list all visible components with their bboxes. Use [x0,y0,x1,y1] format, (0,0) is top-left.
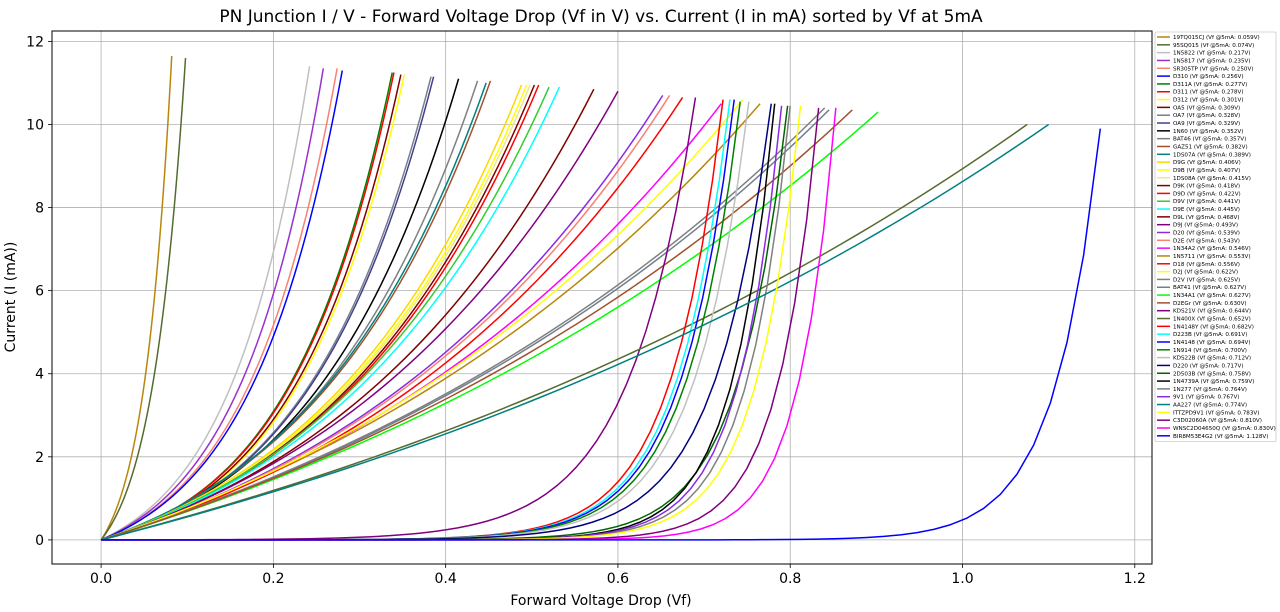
series-line-34 [100,109,853,541]
y-tick-label-1: 2 [35,450,44,466]
x-tick-label-0: 0.0 [90,571,112,587]
legend-label-0: 19TQ015CJ (Vf @5mA: 0.059V) [1173,35,1260,41]
legend-label-7: D311 (Vf @5mA: 0.278V) [1173,90,1244,96]
legend-label-11: OA9 (Vf @5mA: 0.329V) [1173,121,1240,127]
y-tick-label-5: 10 [26,117,44,133]
series-line-36 [100,123,1028,541]
legend-label-44: 1N4739A (Vf @5mA: 0.759V) [1173,379,1254,385]
legend-label-18: 1DS08A (Vf @5mA: 0.415V) [1173,176,1251,182]
legend-label-10: OA7 (Vf @5mA: 0.328V) [1173,113,1240,119]
legend-label-32: BAT41 (Vf @5mA: 0.627V) [1173,285,1246,291]
legend-label-8: D312 (Vf @5mA: 0.301V) [1173,98,1244,104]
legend-label-9: OA5 (Vf @5mA: 0.309V) [1173,105,1240,111]
legend-label-34: D2EGr (Vf @5mA: 0.630V) [1173,301,1247,307]
y-tick-label-2: 4 [35,367,44,383]
x-tick-label-2: 0.4 [435,571,457,587]
legend-label-13: BAT46 (Vf @5mA: 0.357V) [1173,137,1246,143]
legend-label-15: 1DS07A (Vf @5mA: 0.389V) [1173,152,1251,158]
chart-title: PN Junction I / V - Forward Voltage Drop… [219,7,983,27]
legend-label-23: D9L (Vf @5mA: 0.468V) [1173,215,1240,221]
x-tick-label-1: 0.2 [262,571,284,587]
series-line-5 [100,70,344,541]
legend-label-21: D9V (Vf @5mA: 0.441V) [1173,199,1240,205]
legend-label-46: 9V1 (Vf @5mA: 0.767V) [1173,395,1240,401]
legend-label-51: BIR8M53E4G2 (Vf @5mA: 1.128V) [1173,434,1268,440]
legend-label-31: D2V (Vf @5mA: 0.625V) [1173,277,1240,283]
legend-label-2: 1N5822 (Vf @5mA: 0.217V) [1173,51,1251,57]
legend-label-16: D9G (Vf @5mA: 0.406V) [1173,160,1241,166]
y-tick-label-0: 0 [35,533,44,549]
legend-label-20: D9D (Vf @5mA: 0.422V) [1173,191,1241,197]
series-line-1 [100,57,187,541]
legend-label-22: D9E (Vf @5mA: 0.445V) [1173,207,1240,213]
x-axis-label: Forward Voltage Drop (Vf) [510,593,691,609]
legend-label-50: WNSC2D04650Q (Vf @5mA: 0.830V) [1173,426,1276,432]
legend-label-6: D311A (Vf @5mA: 0.277V) [1173,82,1247,88]
x-tick-label-5: 1.0 [951,571,973,587]
legend-label-39: 1N4148 (Vf @5mA: 0.694V) [1173,340,1251,346]
y-tick-label-3: 6 [35,284,44,300]
legend-label-40: 1N914 (Vf @5mA: 0.700V) [1173,348,1247,354]
legend-label-42: D220 (Vf @5mA: 0.717V) [1173,363,1244,369]
series-line-22 [100,86,561,541]
legend-label-25: D20 (Vf @5mA: 0.539V) [1173,231,1240,237]
y-tick-label-6: 12 [26,34,44,50]
legend-label-1: 95SQ015 (Vf @5mA: 0.074V) [1173,43,1254,49]
legend-label-36: 1N400X (Vf @5mA: 0.652V) [1173,317,1251,323]
legend: 19TQ015CJ (Vf @5mA: 0.059V) 95SQ015 (Vf @… [1154,31,1277,443]
y-axis-label: Current (I (mA)) [3,242,19,353]
legend-label-19: D9K (Vf @5mA: 0.418V) [1173,184,1240,190]
x-tick-label-6: 1.2 [1124,571,1146,587]
legend-label-37: 1N4148Y (Vf @5mA: 0.682V) [1173,324,1254,330]
series-line-47 [100,123,1050,541]
series-line-2 [100,66,311,541]
legend-label-49: C3D02060A (Vf @5mA: 0.810V) [1173,418,1262,424]
series-line-24 [100,90,619,541]
series-line-15 [100,82,487,541]
legend-label-45: 1N277 (Vf @5mA: 0.764V) [1173,387,1247,393]
series-line-30 [100,99,744,541]
legend-label-35: KDS21V (Vf @5mA: 0.644V) [1173,309,1251,315]
series-line-51 [101,128,1102,541]
legend-label-17: D9B (Vf @5mA: 0.407V) [1173,168,1240,174]
x-tick-label-3: 0.6 [607,571,629,587]
legend-label-43: 2D503B (Vf @5mA: 0.758V) [1173,371,1251,377]
legend-label-5: D310 (Vf @5mA: 0.256V) [1173,74,1244,80]
series-line-0 [100,55,173,541]
legend-label-48: ITTZPD9V1 (Vf @5mA: 0.783V) [1173,410,1259,416]
x-tick-label-4: 0.8 [779,571,801,587]
legend-label-30: D2J (Vf @5mA: 0.622V) [1173,270,1238,276]
legend-label-29: D18 (Vf @5mA: 0.556V) [1173,262,1240,268]
legend-label-27: 1N34A2 (Vf @5mA: 0.546V) [1173,246,1251,252]
ticks: 0.0 0.2 0.4 0.6 0.8 1.0 1.2 0 2 4 6 8 10 12 [26,34,1146,587]
legend-label-12: 1N60 (Vf @5mA: 0.352V) [1173,129,1243,135]
legend-label-26: D2E (Vf @5mA: 0.543V) [1173,238,1240,244]
series-line-29 [100,97,684,541]
legend-label-14: GAZ51 (Vf @5mA: 0.382V) [1173,144,1248,150]
plot-frame [51,30,1153,565]
legend-label-28: 1N5711 (Vf @5mA: 0.553V) [1173,254,1251,260]
legend-label-3: 1N5817 (Vf @5mA: 0.235V) [1173,58,1251,64]
series-line-3 [100,68,325,541]
y-tick-label-4: 8 [35,201,44,217]
series-layer [100,55,1102,541]
legend-label-41: KDS22B (Vf @5mA: 0.712V) [1173,356,1251,362]
legend-label-47: AA227 (Vf @5mA: 0.774V) [1173,403,1247,409]
legend-label-24: D9J (Vf @5mA: 0.493V) [1173,223,1238,229]
legend-label-4: SR305TP (Vf @5mA: 0.250V) [1173,66,1253,72]
legend-box [1154,31,1277,443]
legend-label-33: 1N34A1 (Vf @5mA: 0.627V) [1173,293,1251,299]
legend-label-38: D223B (Vf @5mA: 0.691V) [1173,332,1247,338]
